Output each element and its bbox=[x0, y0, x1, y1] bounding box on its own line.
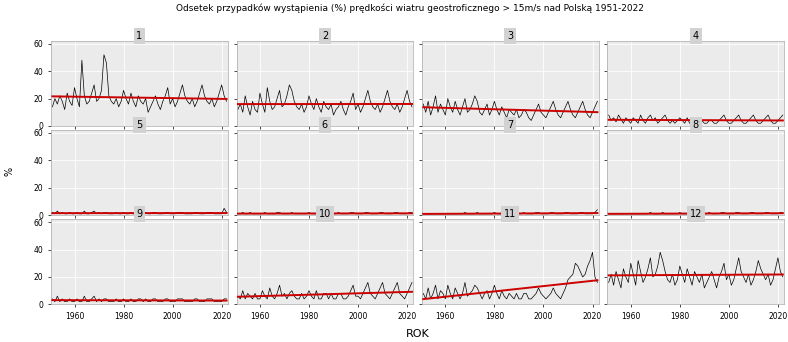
Text: Odsetek przypadków wystąpienia (%) prędkości wiatru geostroficznego > 15m/s nad : Odsetek przypadków wystąpienia (%) prędk… bbox=[176, 3, 644, 13]
Title: 8: 8 bbox=[693, 120, 699, 130]
Title: 6: 6 bbox=[322, 120, 328, 130]
Title: 4: 4 bbox=[693, 31, 699, 41]
Title: 9: 9 bbox=[136, 209, 143, 219]
Title: 5: 5 bbox=[136, 120, 143, 130]
Text: %: % bbox=[5, 167, 14, 175]
Title: 7: 7 bbox=[507, 120, 514, 130]
Title: 1: 1 bbox=[136, 31, 143, 41]
Title: 11: 11 bbox=[504, 209, 516, 219]
Title: 10: 10 bbox=[319, 209, 331, 219]
Text: ROK: ROK bbox=[406, 329, 429, 339]
Title: 2: 2 bbox=[322, 31, 328, 41]
Title: 12: 12 bbox=[690, 209, 702, 219]
Title: 3: 3 bbox=[507, 31, 514, 41]
